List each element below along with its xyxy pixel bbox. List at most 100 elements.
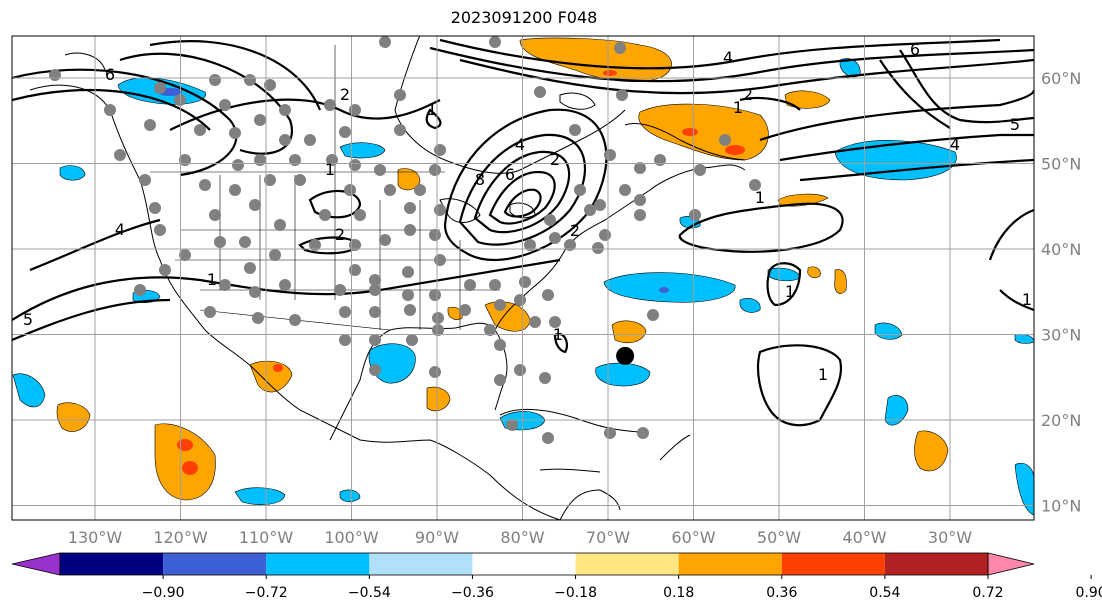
observation-dot: [379, 36, 391, 48]
longitude-label: 100°W: [324, 528, 379, 547]
contour-label: 4: [950, 135, 960, 154]
observation-dot: [539, 372, 551, 384]
observation-dot: [719, 134, 731, 146]
observation-dot: [239, 236, 251, 248]
colorbar-tick-label: 0.90: [1076, 585, 1102, 601]
contour-label: 1: [207, 270, 217, 289]
observation-dot: [429, 289, 441, 301]
longitude-label: 30°W: [928, 528, 972, 547]
observation-dot: [344, 184, 356, 196]
observation-dot: [647, 309, 659, 321]
observation-dot: [574, 184, 586, 196]
observation-dot: [374, 164, 386, 176]
observation-dot: [429, 164, 441, 176]
observation-dot: [637, 427, 649, 439]
colorbar-tick-label: 0.36: [766, 585, 797, 601]
colorbar-frame: [59, 552, 989, 576]
observation-dot: [209, 209, 221, 221]
contour-label: 1: [755, 188, 765, 207]
longitude-label: 120°W: [153, 528, 208, 547]
latitude-label: 10°N: [1041, 497, 1081, 516]
observation-dot: [549, 316, 561, 328]
observation-dot: [369, 306, 381, 318]
observation-dot: [592, 242, 604, 254]
contour-label: 6: [105, 65, 115, 84]
observation-dot: [154, 224, 166, 236]
longitude-label: 70°W: [586, 528, 630, 547]
observation-dot: [404, 202, 416, 214]
longitude-label: 40°W: [842, 528, 886, 547]
observation-sites: [49, 36, 761, 444]
observation-dot: [369, 284, 381, 296]
contour-lines: [12, 38, 1034, 427]
contour-label: 2: [335, 225, 345, 244]
observation-dot: [264, 79, 276, 91]
observation-dot: [254, 154, 266, 166]
observation-dot: [104, 104, 116, 116]
contour-label: 6: [910, 40, 920, 59]
colorbar-segment: [60, 553, 164, 575]
longitude-label: 80°W: [500, 528, 544, 547]
observation-dot: [694, 164, 706, 176]
observation-dot: [402, 266, 414, 278]
observation-dot: [204, 306, 216, 318]
observation-dot: [249, 199, 261, 211]
observation-dot: [429, 229, 441, 241]
observation-dot: [564, 239, 576, 251]
colorbar-tick-label: 0.54: [869, 585, 900, 601]
observation-dot: [634, 162, 646, 174]
contour-label: 6: [505, 165, 515, 184]
colorbar: [11, 552, 1035, 576]
colorbar-segment: [266, 553, 370, 575]
colorbar-high-extension: [987, 552, 1035, 576]
observation-dot: [232, 159, 244, 171]
observation-dot: [369, 274, 381, 286]
observation-dot: [229, 127, 241, 139]
colorbar-segment: [163, 553, 267, 575]
colorbar-tick-label: −0.54: [348, 585, 391, 601]
contour-label: 5: [23, 310, 33, 329]
observation-dot: [154, 82, 166, 94]
colorbar-tick-label: −0.90: [142, 585, 185, 601]
observation-dot: [134, 284, 146, 296]
observation-dot: [404, 224, 416, 236]
colorbar-segment: [781, 553, 885, 575]
observation-dot: [489, 36, 501, 48]
observation-dot: [406, 334, 418, 346]
observation-dot: [394, 124, 406, 136]
colorbar-segment: [575, 553, 679, 575]
observation-dot: [379, 234, 391, 246]
observation-dot: [506, 419, 518, 431]
observation-dot: [604, 427, 616, 439]
observation-dot: [599, 229, 611, 241]
observation-dot: [529, 316, 541, 328]
observation-dot: [434, 144, 446, 156]
contour-label: 2: [550, 150, 560, 169]
observation-dot: [219, 279, 231, 291]
colorbar-tick-label: −0.36: [451, 585, 494, 601]
observation-dot: [402, 289, 414, 301]
contour-label: 2: [340, 85, 350, 104]
contour-label: 1: [325, 160, 335, 179]
observation-dot: [614, 42, 626, 54]
observation-dot: [569, 124, 581, 136]
observation-dot: [194, 124, 206, 136]
observation-dot: [749, 179, 761, 191]
observation-dot: [309, 239, 321, 251]
observation-dot: [594, 199, 606, 211]
latitude-label: 20°N: [1041, 411, 1081, 430]
observation-dot: [319, 209, 331, 221]
observation-dot: [219, 99, 231, 111]
observation-dot: [432, 324, 444, 336]
latitude-label: 40°N: [1041, 240, 1081, 259]
observation-dot: [249, 286, 261, 298]
observation-dot: [514, 294, 526, 306]
longitude-labels: 130°W 120°W 110°W 100°W 90°W 80°W 70°W 60°W 50°W…: [68, 528, 972, 547]
observation-dot: [339, 306, 351, 318]
observation-dot: [269, 249, 281, 261]
observation-dot: [289, 314, 301, 326]
observation-dot: [244, 74, 256, 86]
latitude-label: 60°N: [1041, 69, 1081, 88]
observation-dot: [339, 126, 351, 138]
figure-title: 2023091200 F048: [450, 8, 598, 27]
